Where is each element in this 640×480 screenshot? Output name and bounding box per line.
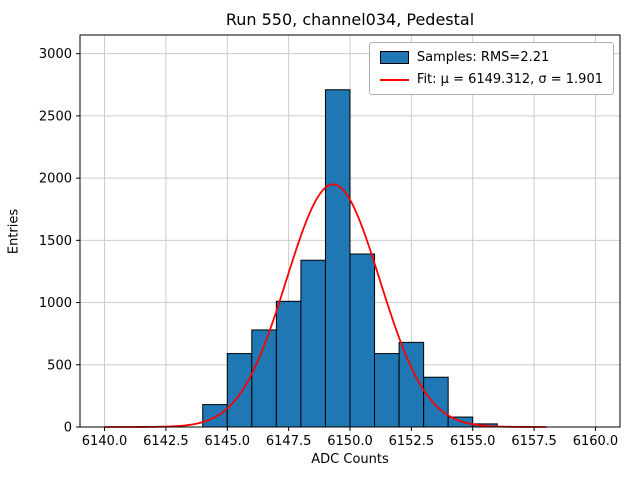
histogram-bar — [275, 300, 302, 428]
histogram-bar — [300, 259, 326, 428]
histogram-bar — [423, 376, 449, 428]
histogram-bar — [324, 89, 351, 428]
y-tick-label: 2500 — [39, 109, 72, 124]
x-tick-label: 6145.0 — [205, 434, 251, 449]
x-axis-label: ADC Counts — [311, 452, 389, 467]
histogram-bar — [349, 253, 376, 428]
fit-curve — [104, 183, 547, 428]
legend-fit-label: Fit: μ = 6149.312, σ = 1.901 — [416, 72, 603, 87]
chart-title: Run 550, channel034, Pedestal — [225, 10, 475, 29]
x-tick-label: 6142.5 — [143, 434, 189, 449]
legend-item-samples: Samples: RMS=2.21 — [379, 50, 603, 65]
histogram-bar — [202, 404, 228, 428]
y-tick-label: 2000 — [39, 172, 72, 187]
y-tick-label: 3000 — [39, 47, 72, 62]
fit-line-swatch — [379, 78, 409, 81]
y-tick-label: 500 — [47, 358, 72, 373]
y-tick-label: 1500 — [39, 234, 72, 249]
histogram-bar — [374, 353, 400, 428]
legend: Samples: RMS=2.21 Fit: μ = 6149.312, σ =… — [368, 42, 614, 95]
x-tick-label: 6140.0 — [82, 434, 128, 449]
y-tick-label: 1000 — [39, 296, 72, 311]
histogram-bar — [226, 353, 253, 428]
x-tick-label: 6152.5 — [389, 434, 435, 449]
y-tick-label: 0 — [64, 421, 72, 436]
y-axis-label: Entries — [6, 208, 22, 255]
samples-patch-swatch — [379, 51, 409, 64]
legend-samples-label: Samples: RMS=2.21 — [416, 50, 550, 65]
x-tick-label: 6150.0 — [327, 434, 373, 449]
x-tick-label: 6147.5 — [266, 434, 312, 449]
x-tick-label: 6155.0 — [450, 434, 496, 449]
x-tick-label: 6160.0 — [573, 434, 619, 449]
x-tick-label: 6157.5 — [511, 434, 557, 449]
legend-item-fit: Fit: μ = 6149.312, σ = 1.901 — [379, 72, 603, 87]
